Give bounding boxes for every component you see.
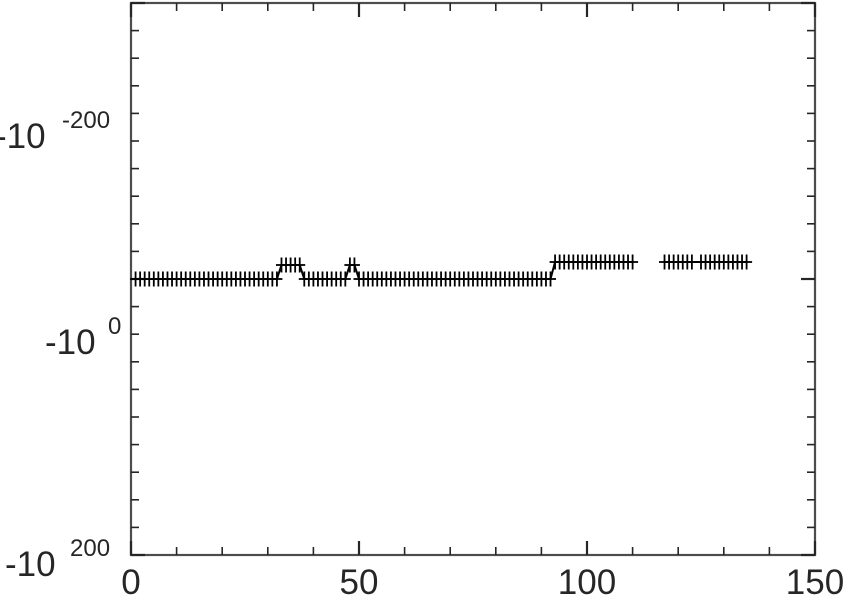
y-tick-label-bottom: -10 200 [5,535,110,584]
data-point-marker [271,271,283,287]
y-tick-label-mid-exp: 0 [108,313,121,340]
y-tick-label-bottom-base: -10 [5,545,56,584]
y-tick-label-top: -10 -200 [0,107,110,156]
x-axis-ticks [129,3,817,555]
x-tick-label: 0 [121,563,140,600]
y-tick-label-mid-base: -10 [45,323,96,362]
y-tick-label-mid: -10 0 [45,313,121,362]
x-tick-label: 50 [340,563,379,600]
y-tick-label-top-exp: -200 [62,107,110,134]
data-point-marker [294,257,306,273]
data-series [130,254,753,287]
data-point-marker [339,271,351,287]
data-point-marker [741,254,753,270]
x-tick-label: 100 [558,563,616,600]
y-tick-label-top-base: -10 [0,117,46,156]
x-tick-label: 150 [786,563,844,600]
x-tick-labels: 0 50 100 150 [121,563,844,600]
data-point-marker [348,257,360,273]
data-point-marker [545,271,557,287]
y-tick-label-bottom-exp: 200 [70,535,110,562]
data-point-marker [627,254,639,270]
